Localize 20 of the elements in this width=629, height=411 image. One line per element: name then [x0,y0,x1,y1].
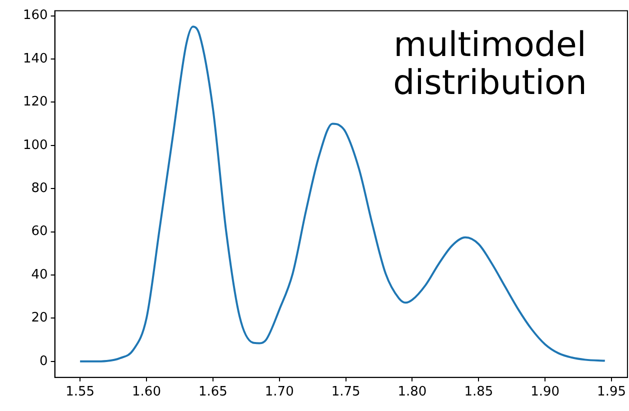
y-tick-label: 120 [22,94,48,110]
y-tick-label: 0 [40,354,48,369]
x-tick-label: 1.70 [264,384,294,400]
x-tick-label: 1.85 [464,384,494,400]
y-tick-label: 100 [22,138,48,153]
y-tick-label: 80 [31,180,48,196]
y-tick-label: 40 [31,267,48,282]
x-tick-label: 1.65 [198,384,228,400]
annotation: multimodel distribution [392,25,588,103]
x-tick-label: 1.60 [132,384,161,400]
x-tick-label: 1.55 [66,384,95,400]
x-tick-label: 1.80 [398,384,427,400]
y-tick-label: 140 [22,51,48,66]
x-tick-label: 1.95 [597,384,626,400]
x-tick-label: 1.75 [331,384,360,400]
x-tick-label: 1.90 [530,384,560,400]
y-tick-label: 60 [31,224,48,240]
y-tick-label: 20 [31,310,48,326]
line-series [79,26,606,362]
y-tick-label: 160 [22,8,48,24]
